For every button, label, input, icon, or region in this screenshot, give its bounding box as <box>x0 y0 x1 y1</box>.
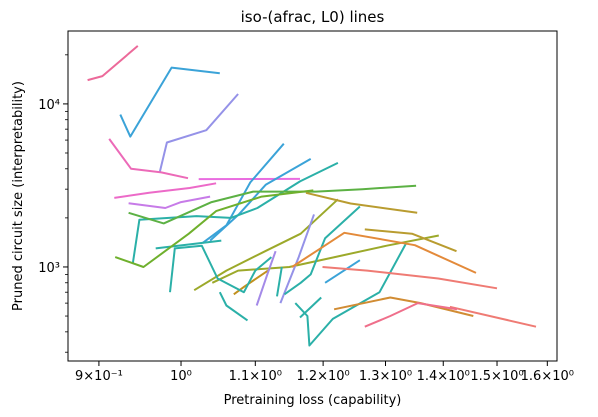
series-line-25 <box>294 242 408 347</box>
y-axis-ticks: 10³ 10⁴ <box>38 54 68 353</box>
series-line-23 <box>276 266 283 297</box>
series-line-3 <box>158 93 239 173</box>
series-line-20 <box>255 250 277 306</box>
series-line-17 <box>305 191 418 214</box>
x-tick-label-5: 1.3×10⁰ <box>359 369 412 384</box>
series-line-22 <box>283 205 361 296</box>
chart-title: iso-(afrac, L0) lines <box>241 8 385 26</box>
y-axis-title: Pruned circuit size (interpretability) <box>11 81 26 311</box>
y-tick-label-2: 10⁴ <box>38 98 60 113</box>
series-line-1 <box>87 45 139 82</box>
series-line-32 <box>364 302 458 328</box>
x-axis-ticks: 9×10⁻¹ 10⁰ 1.1×10⁰ 1.2×10⁰ 1.3×10⁰ 1.4×10⁰ 1.5… <box>75 361 574 384</box>
x-tick-label-8: 1.6×10⁰ <box>521 369 574 384</box>
series-line-2 <box>119 66 220 138</box>
series-line-28 <box>333 296 474 317</box>
series-line-16 <box>233 269 269 296</box>
plot-lines <box>87 45 537 347</box>
series-line-5 <box>114 182 217 199</box>
series-line-29 <box>364 228 457 253</box>
series-line-21 <box>279 214 315 304</box>
series-line-15 <box>211 234 439 284</box>
series-line-13 <box>114 189 314 268</box>
series-line-12 <box>128 184 417 225</box>
series-line-24 <box>324 259 361 284</box>
y-tick-label-1: 10³ <box>38 261 60 276</box>
series-line-18 <box>169 244 273 294</box>
series-line-30 <box>322 266 498 290</box>
series-line-31 <box>449 305 537 328</box>
x-tick-label-4: 1.2×10⁰ <box>296 369 349 384</box>
series-line-4 <box>108 138 189 180</box>
x-tick-label-6: 1.4×10⁰ <box>417 369 470 384</box>
series-line-7 <box>128 195 211 209</box>
x-tick-label-3: 1.1×10⁰ <box>229 369 282 384</box>
series-line-14 <box>193 198 339 292</box>
x-axis-title: Pretraining loss (capability) <box>224 393 402 408</box>
x-tick-label-7: 1.5×10⁰ <box>470 369 523 384</box>
series-line-19 <box>218 291 249 322</box>
series-line-26 <box>299 296 322 319</box>
series-line-27 <box>291 231 477 274</box>
plot-frame <box>67 30 558 362</box>
x-tick-label-1: 9×10⁻¹ <box>75 369 123 384</box>
series-line-10 <box>131 162 339 264</box>
x-tick-label-2: 10⁰ <box>170 369 192 384</box>
